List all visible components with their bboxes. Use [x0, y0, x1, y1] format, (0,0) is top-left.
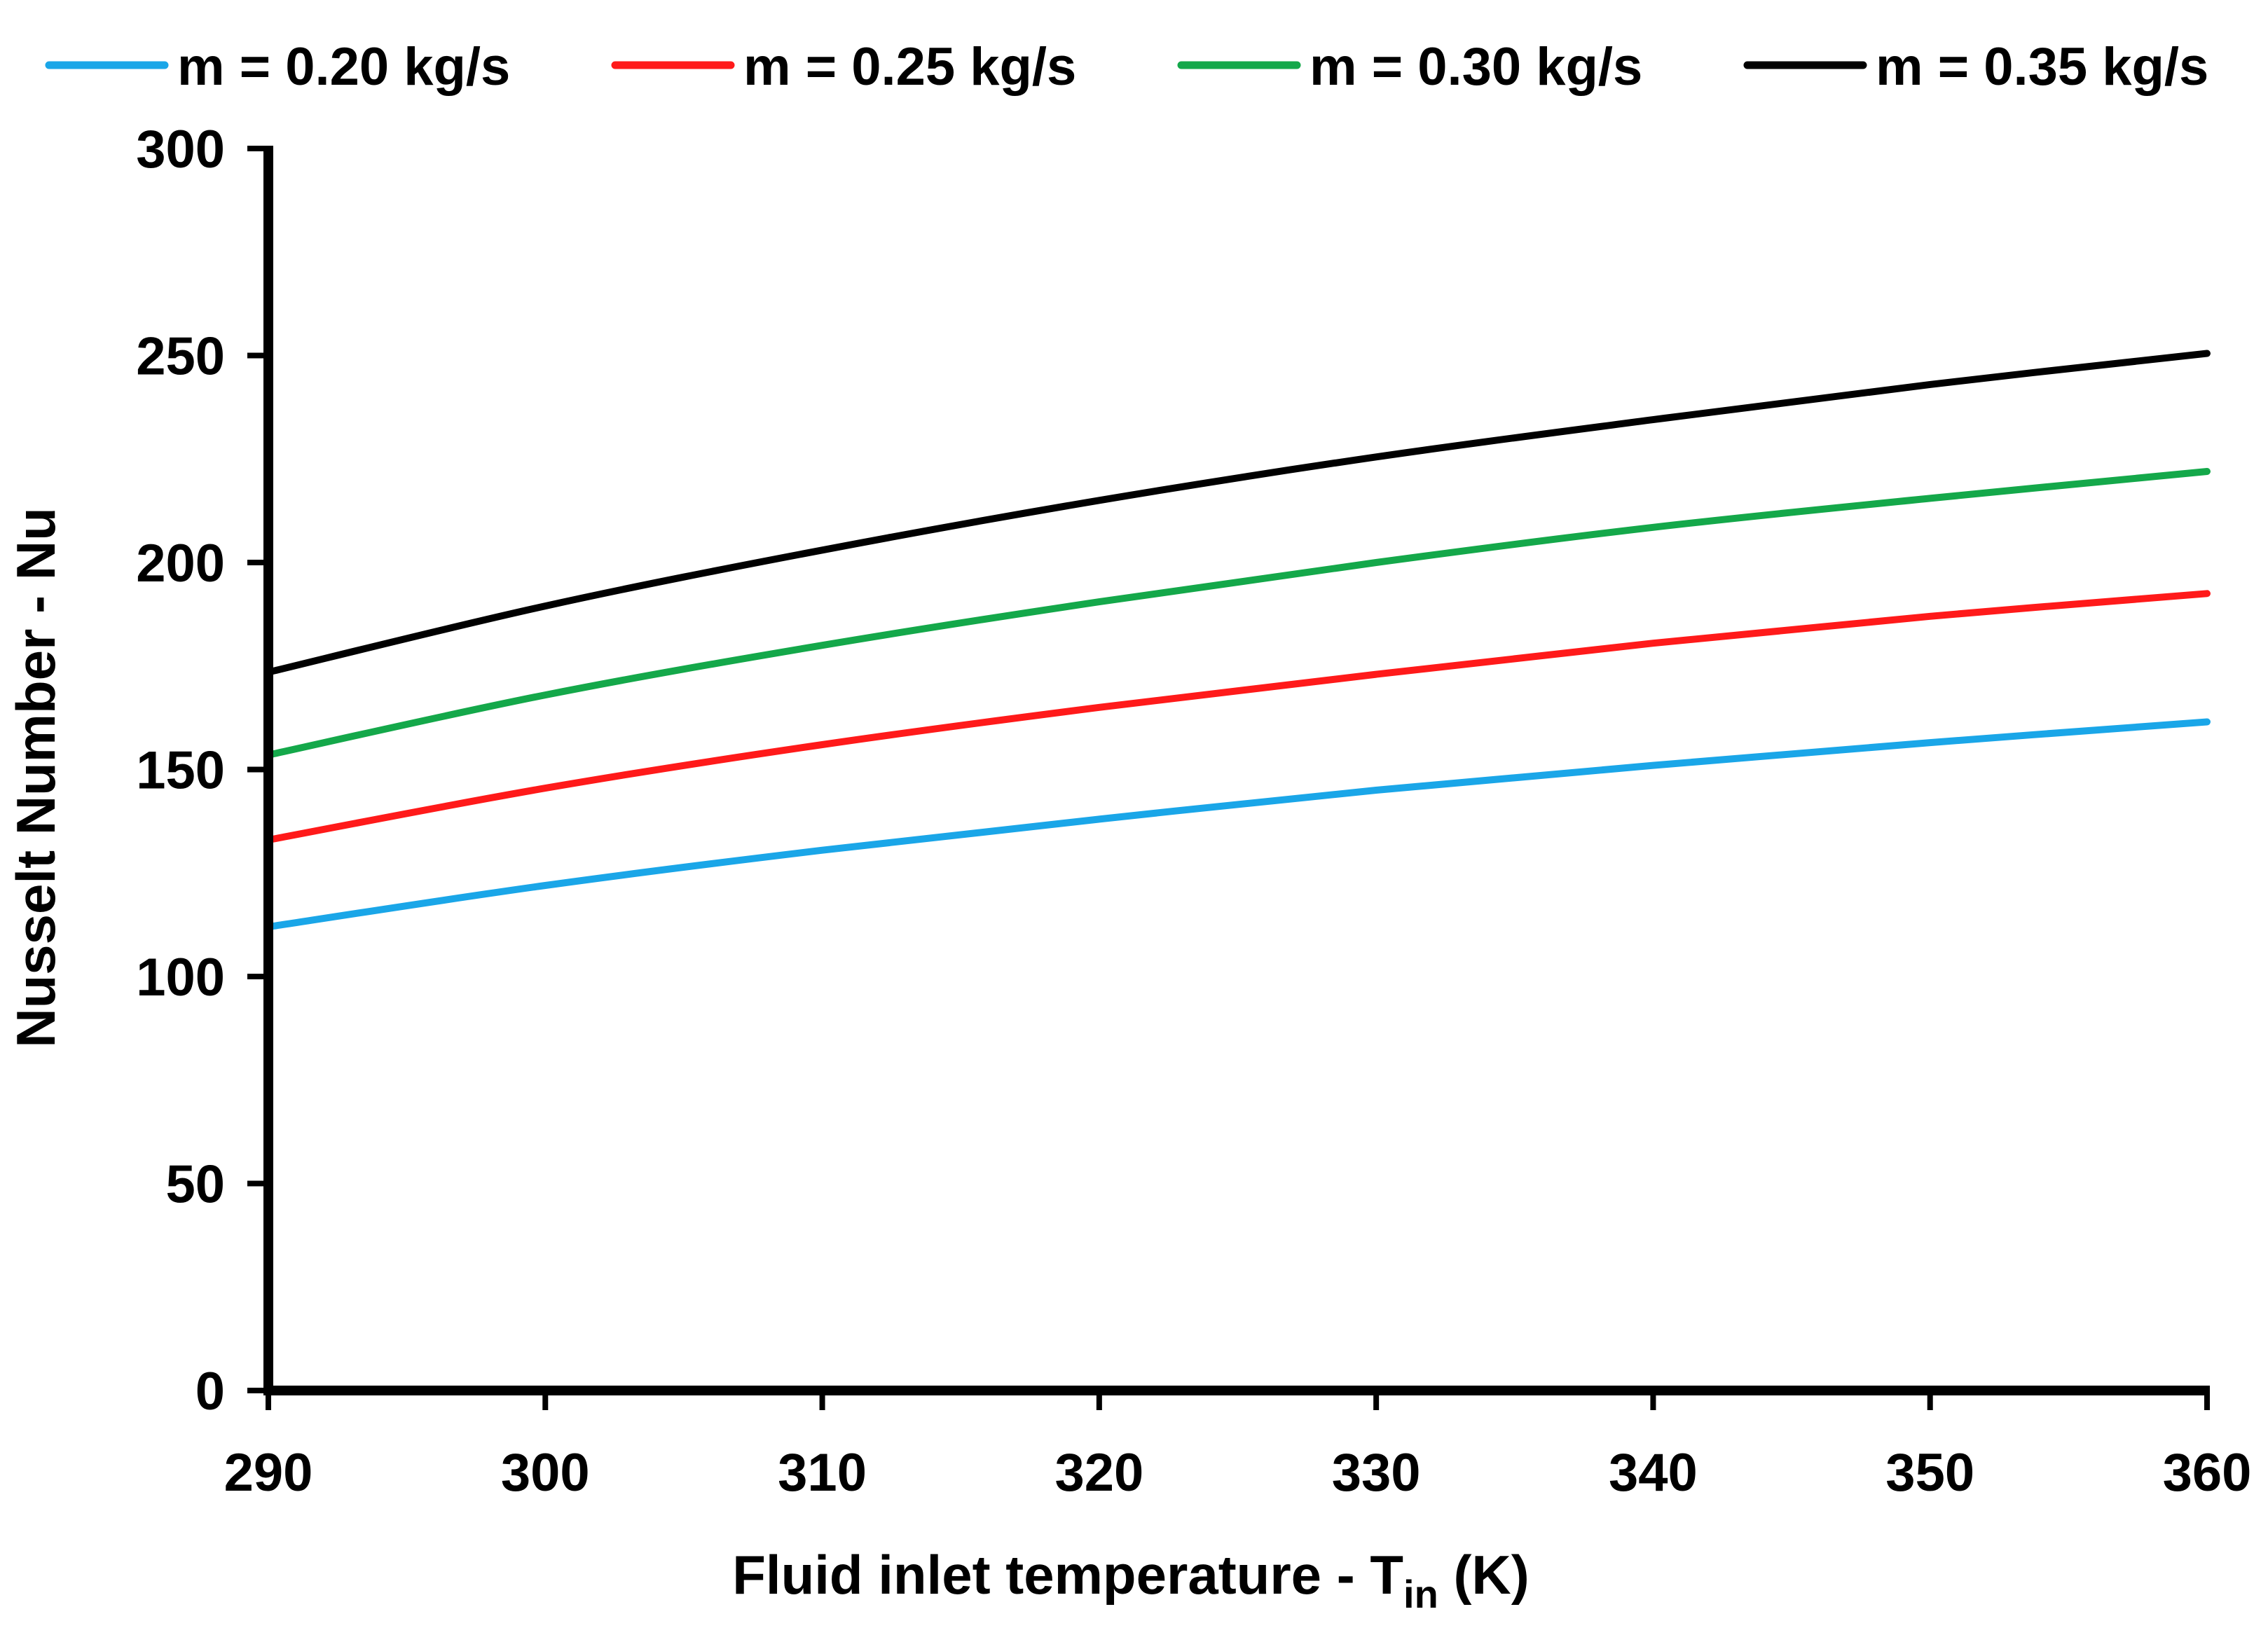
legend: m = 0.20 kg/s m = 0.25 kg/s m = 0.30 kg/s m… — [45, 37, 2208, 97]
y-tick-label: 250 — [136, 327, 225, 387]
legend-item-1: m = 0.20 kg/s — [45, 37, 510, 97]
legend-item-4: m = 0.35 kg/s — [1743, 37, 2208, 97]
legend-item-3: m = 0.30 kg/s — [1177, 37, 1642, 97]
y-tick-label: 300 — [136, 120, 225, 179]
axes — [263, 146, 2210, 1395]
ticks: 0 50 100 150 200 250 300 290 300 310 320 330 340 350 3… — [136, 120, 2251, 1503]
x-tick-label: 360 — [2163, 1443, 2252, 1503]
x-axis-title-main: Fluid inlet temperature - T — [732, 1544, 1403, 1606]
legend-label: m = 0.30 kg/s — [1310, 37, 1642, 97]
x-axis-title-subscript: in — [1403, 1572, 1438, 1616]
x-tick-label: 320 — [1054, 1443, 1143, 1503]
y-tick-label: 150 — [136, 741, 225, 801]
legend-label: m = 0.35 kg/s — [1876, 37, 2208, 97]
y-tick-label: 200 — [136, 534, 225, 593]
series-line-3 — [265, 468, 2211, 759]
x-tick-label: 350 — [1885, 1443, 1974, 1503]
x-axis-title-unit: (K) — [1438, 1544, 1530, 1606]
x-tick-label: 330 — [1332, 1443, 1421, 1503]
y-tick-label: 100 — [136, 948, 225, 1007]
x-tick-label: 290 — [224, 1443, 313, 1503]
y-tick-label: 0 — [195, 1362, 225, 1421]
series-line-2 — [265, 590, 2211, 843]
series-line-1 — [265, 718, 2211, 931]
series-line-4 — [265, 350, 2211, 676]
x-axis-title: Fluid inlet temperature - Tin (K) — [732, 1544, 1529, 1616]
y-tick-label: 50 — [165, 1155, 225, 1215]
series-layer — [265, 350, 2211, 931]
x-tick-label: 300 — [501, 1443, 590, 1503]
x-tick-label: 310 — [778, 1443, 867, 1503]
y-axis-title: Nusselt Number - Nu — [5, 507, 67, 1047]
legend-label: m = 0.25 kg/s — [743, 37, 1076, 97]
legend-item-2: m = 0.25 kg/s — [611, 37, 1076, 97]
legend-label: m = 0.20 kg/s — [177, 37, 510, 97]
x-tick-label: 340 — [1609, 1443, 1698, 1503]
